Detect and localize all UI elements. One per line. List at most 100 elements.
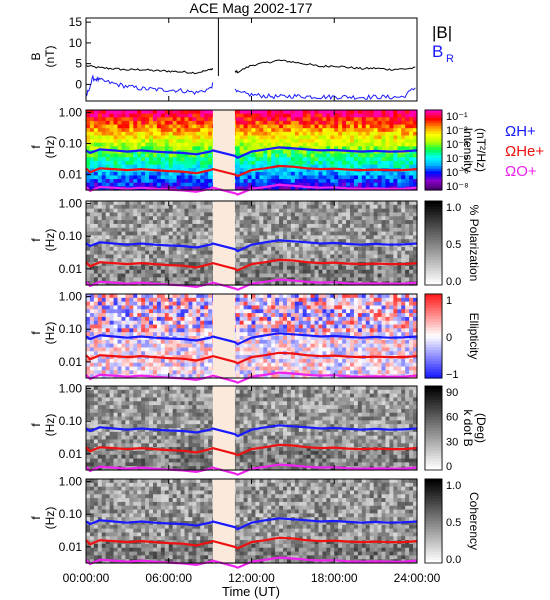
y-unit-5: (Hz) [43, 414, 57, 437]
colorbar-tick-6-2: 0.0 [446, 554, 461, 566]
y-tick-3-1: 0.10 [59, 229, 83, 243]
colorbar-tick-2-2: 10⁻³ [446, 139, 468, 151]
x-axis: 00:00:00 06:00:00 12:00:00 18:00:00 24:00:00 [63, 571, 441, 585]
colorbar-label-4: Ellipticity [467, 313, 481, 360]
x-tick-3: 18:00:00 [311, 571, 358, 585]
y-unit-2: (Hz) [43, 136, 57, 159]
legend-BR: B [432, 42, 443, 61]
data-gap-6 [212, 479, 235, 563]
y-label-5: f [29, 423, 43, 427]
y-unit-4: (Hz) [43, 322, 57, 345]
x-axis-label: Time (UT) [222, 584, 280, 599]
colorbar-tick-4-0: 1 [446, 295, 452, 307]
y-tick-6-2: 0.01 [59, 540, 83, 554]
gyro-legend-0: ΩH+ [505, 123, 536, 140]
gyro-line-H-3 [85, 239, 418, 253]
colorbar-tick-5-3: 0 [446, 461, 452, 473]
colorbar-label-6: Coherency [467, 492, 481, 550]
gyro-line-He-4 [85, 351, 418, 365]
panel-frame-1 [85, 17, 418, 102]
colorbar-tick-4-2: −1 [446, 369, 459, 381]
panel-6: 1.0 0.5 0.0 Coherency 1.00 0.10 0.01 f (Hz) [29, 475, 481, 569]
data-gap-4 [212, 294, 235, 378]
gyro-line-O-4 [85, 371, 418, 384]
data-gap-3 [212, 201, 235, 285]
y-tick-1-0: 15 [69, 15, 83, 29]
y-unit-6: (Hz) [43, 507, 57, 530]
gyro-line-O-3 [85, 278, 418, 291]
y-tick-5-0: 1.00 [59, 382, 83, 396]
y-tick-5-2: 0.01 [59, 447, 83, 461]
colorbar-5 [425, 386, 442, 471]
colorbar-tick-2-3: 10⁻⁴ [446, 153, 469, 165]
y-label-2: f [29, 145, 43, 149]
y-label-1: B [29, 52, 43, 60]
y-unit-3: (Hz) [43, 229, 57, 252]
y-tick-1-2: 5 [75, 57, 82, 71]
figure-title: ACE Mag 2002-177 [190, 0, 313, 16]
series-Bmag [85, 59, 416, 75]
y-tick-3-2: 0.01 [59, 262, 83, 276]
y-label-3: f [29, 238, 43, 242]
x-tick-4: 24:00:00 [394, 571, 441, 585]
data-gap-2 [212, 110, 235, 190]
colorbar-6 [425, 479, 442, 564]
y-tick-4-2: 0.01 [59, 355, 83, 369]
data-gap-5 [212, 386, 235, 470]
colorbar-tick-6-0: 1.0 [446, 480, 461, 492]
colorbar-tick-2-0: 10⁻¹ [446, 111, 468, 123]
x-tick-2: 12:00:00 [228, 571, 275, 585]
gyro-line-O-2 [85, 183, 418, 196]
panel-5: 90 60 30 0 k dot B (Deg) 1.00 0.10 0.01 f (Hz) [29, 382, 488, 476]
colorbar-unit-5: (Deg) [474, 413, 488, 443]
gyro-legend-2: ΩO+ [505, 163, 537, 180]
spectrogram-image-3 [86, 201, 418, 286]
colorbar-3 [425, 201, 442, 286]
y-tick-2-2: 0.01 [59, 168, 83, 182]
gyro-line-O-6 [85, 556, 418, 569]
colorbar-tick-3-2: 0.0 [446, 276, 461, 288]
y-tick-1-3: 0 [75, 77, 82, 91]
colorbar-tick-2-1: 10⁻² [446, 125, 468, 137]
colorbar-label-2: Intensity [461, 128, 475, 173]
gyro-line-H-6 [85, 517, 418, 531]
colorbar-tick-5-1: 60 [446, 412, 458, 424]
colorbar-tick-3-1: 0.5 [446, 239, 461, 251]
x-tick-1: 06:00:00 [145, 571, 192, 585]
colorbar-4 [425, 294, 442, 379]
legend-Bmag: |B| [432, 23, 452, 42]
gyro-line-He-3 [85, 258, 418, 272]
gyro-line-H-5 [85, 424, 418, 438]
gyro-line-He-5 [85, 443, 418, 457]
gyro-line-O-5 [85, 463, 418, 476]
y-unit-1: (nT) [43, 46, 57, 68]
colorbar-tick-5-2: 30 [446, 436, 458, 448]
series-BR [85, 74, 416, 101]
legend-BR-subscript: R [446, 53, 454, 65]
panel-2: 10⁻¹ 10⁻² 10⁻³ 10⁻⁴ 10⁻⁶ 10⁻⁸ Intensity (nT²/Hz… [29, 105, 544, 196]
colorbar-2 [425, 110, 442, 191]
colorbar-tick-2-4: 10⁻⁶ [446, 167, 469, 179]
y-tick-6-1: 0.10 [59, 507, 83, 521]
panel-4: 1 0 −1 Ellipticity 1.00 0.10 0.01 f (Hz) [29, 290, 481, 384]
colorbar-tick-2-5: 10⁻⁸ [446, 181, 469, 193]
colorbar-tick-5-0: 90 [446, 387, 458, 399]
y-label-4: f [29, 331, 43, 335]
panel-3: 1.0 0.5 0.0 % Polarization 1.00 0.10 0.01 f (Hz) [29, 197, 481, 291]
colorbar-tick-4-1: 0 [446, 332, 452, 344]
gyro-line-He-6 [85, 536, 418, 550]
gyro-line-H-4 [85, 332, 418, 346]
colorbar-unit-2: (nT²/Hz) [474, 128, 488, 172]
gyro-line-H-2 [85, 146, 418, 159]
gyro-legend-1: ΩHe+ [505, 143, 544, 160]
x-tick-0: 00:00:00 [63, 571, 110, 585]
y-tick-5-1: 0.10 [59, 414, 83, 428]
y-tick-2-1: 0.10 [59, 137, 83, 151]
y-tick-4-1: 0.10 [59, 322, 83, 336]
colorbar-label-3: % Polarization [467, 205, 481, 282]
colorbar-tick-6-1: 0.5 [446, 517, 461, 529]
gyro-line-He-2 [85, 164, 418, 178]
